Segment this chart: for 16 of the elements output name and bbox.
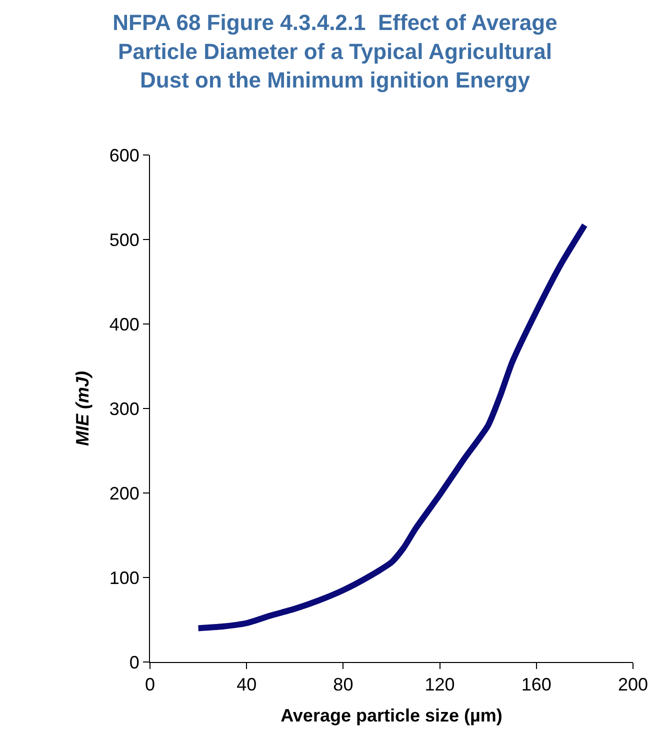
chart-title: NFPA 68 Figure 4.3.4.2.1 Effect of Average Particle Diameter of a Typical Agricultural Dust on the Minimum ignition Energy	[112, 10, 558, 92]
x-tick-label: 80	[333, 674, 354, 695]
y-tick-label: 500	[109, 230, 140, 250]
y-tick-label: 400	[109, 314, 140, 334]
y-tick-label: 200	[109, 483, 140, 504]
y-tick-label: 100	[109, 568, 140, 588]
x-tick-label: 120	[424, 674, 455, 695]
x-tick-label: 160	[521, 674, 552, 695]
x-tick-label: 0	[144, 674, 156, 695]
y-tick-label: 300	[109, 398, 140, 419]
y-tick-label: 600	[109, 145, 140, 166]
x-tick-label: 40	[236, 674, 257, 695]
x-axis-title: Average particle size (µm)	[280, 706, 502, 726]
y-tick-label: 0	[129, 652, 140, 672]
x-tick-label: 200	[618, 674, 648, 695]
y-axis-title: MIE (mJ)	[72, 370, 93, 446]
